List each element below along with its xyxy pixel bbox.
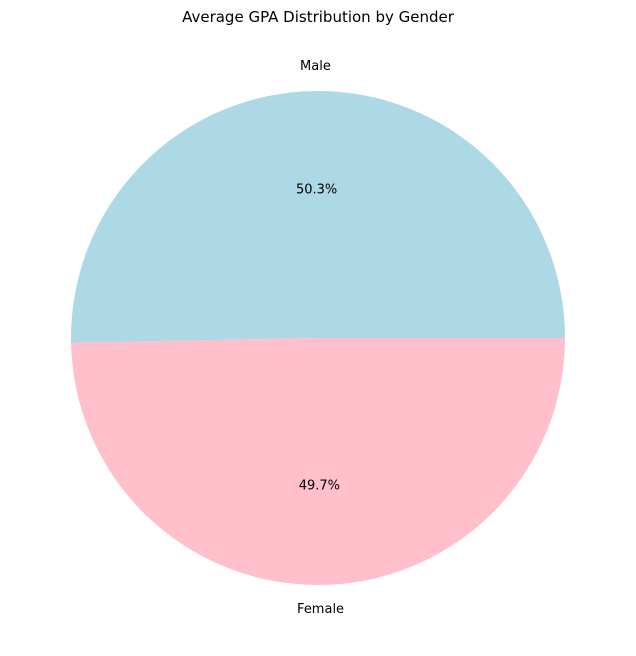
chart-title: Average GPA Distribution by Gender xyxy=(182,8,455,26)
slice-label-male: Male xyxy=(300,59,331,74)
slice-percent-female: 49.7% xyxy=(299,479,340,494)
pie-slices xyxy=(70,91,565,586)
slice-label-female: Female xyxy=(297,602,344,617)
pie-slice-female xyxy=(71,338,565,586)
pie-labels: Male 50.3% Female 49.7% xyxy=(296,59,344,617)
pie-slice-male xyxy=(70,91,565,343)
slice-percent-male: 50.3% xyxy=(296,182,337,197)
